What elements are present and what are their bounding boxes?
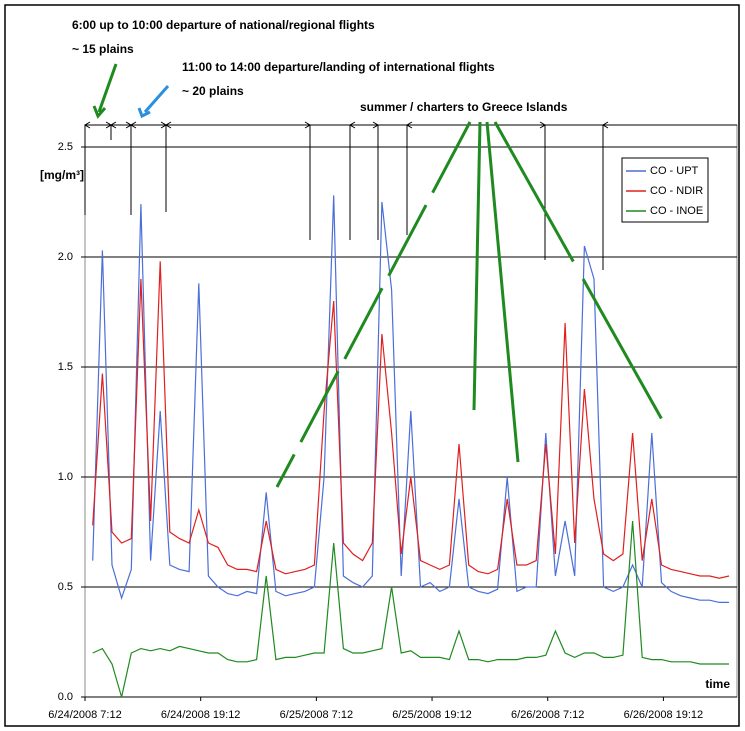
legend: CO - UPT CO - NDIR CO - INOE [621,157,709,223]
pointer-lines [92,63,667,488]
annotation: 6:00 up to 10:00 departure of national/r… [72,18,375,32]
x-tick-label: 6/24/2008 7:12 [48,709,121,721]
legend-label: CO - INOE [650,205,703,217]
pointer [97,63,118,113]
interval-markers [84,125,604,270]
annotation: ~ 15 plains [72,42,134,56]
pointer [472,121,482,411]
pointer [485,121,520,463]
pointer [143,85,170,113]
annotation: summer / charters to Greece Islands [360,100,568,114]
annotation-shapes [84,121,737,270]
annotation: 11:00 to 14:00 departure/landing of inte… [182,60,495,74]
y-axis-label: [mg/m³] [40,168,84,182]
legend-label: CO - NDIR [650,185,703,197]
annotation: ~ 20 plains [182,84,244,98]
x-tick-label: 6/26/2008 7:12 [511,709,584,721]
x-tick-label: 6/25/2008 7:12 [280,709,353,721]
y-tick-label: 2.5 [58,141,73,153]
y-tick-label: 0.0 [58,691,73,703]
pointer [493,121,667,426]
arrow-heads [84,121,609,129]
pointer-head [137,107,151,119]
x-tick-label: 6/26/2008 19:12 [624,709,704,721]
series-line [92,520,729,698]
pointer-head [92,105,107,119]
y-tick-label: 0.5 [58,581,73,593]
series-line [92,195,729,604]
series-line [92,261,730,579]
pointer [275,121,472,488]
legend-label: CO - UPT [650,165,699,177]
x-axis-label: time [705,677,730,691]
x-tick-label: 6/24/2008 19:12 [161,709,241,721]
y-tick-label: 1.0 [58,471,73,483]
y-tick-label: 1.5 [58,361,73,373]
x-tick-label: 6/25/2008 19:12 [392,709,472,721]
y-tick-label: 2.0 [58,251,73,263]
